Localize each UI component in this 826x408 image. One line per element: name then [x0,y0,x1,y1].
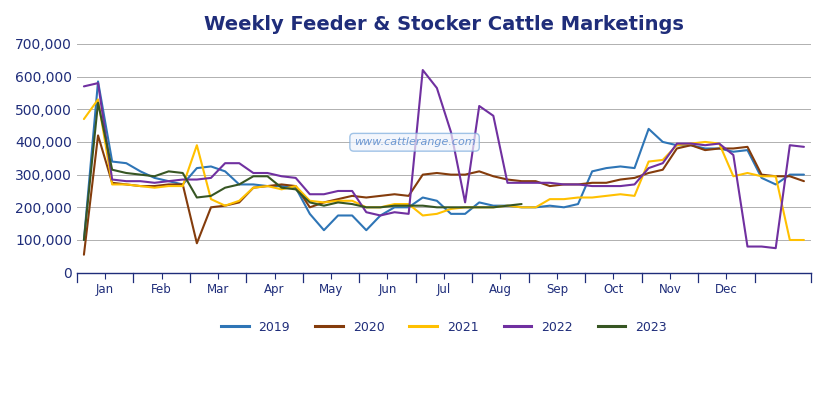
2020 [531,179,541,184]
2022 [771,246,781,251]
2019 [432,198,442,203]
2022 [432,86,442,91]
2019 [347,213,357,218]
2021 [531,205,541,210]
2022 [531,180,541,185]
2022 [474,104,484,109]
2019 [757,175,767,180]
2020 [79,252,89,257]
Text: www.cattlerange.com: www.cattlerange.com [354,137,476,147]
2019 [531,205,541,210]
2020 [432,171,442,175]
2020 [150,184,159,188]
Line: 2022: 2022 [84,70,804,248]
2021 [474,205,484,210]
2020 [93,133,103,138]
2022 [418,68,428,73]
Legend: 2019, 2020, 2021, 2022, 2023: 2019, 2020, 2021, 2022, 2023 [216,315,672,339]
2021 [785,237,795,242]
2020 [559,182,569,187]
2023 [79,237,89,242]
2023 [418,203,428,208]
2023 [333,200,343,205]
2022 [79,84,89,89]
2023 [135,172,145,177]
2019 [559,205,569,210]
2021 [93,97,103,102]
Line: 2021: 2021 [84,100,804,240]
2020 [757,172,767,177]
2021 [79,117,89,122]
2021 [150,185,159,190]
2021 [559,197,569,202]
2022 [799,144,809,149]
2019 [150,175,159,180]
2019 [799,172,809,177]
2020 [799,179,809,184]
2022 [135,179,145,184]
Line: 2019: 2019 [84,82,804,240]
2021 [799,237,809,242]
2023 [516,202,526,206]
Line: 2020: 2020 [84,135,804,255]
Title: Weekly Feeder & Stocker Cattle Marketings: Weekly Feeder & Stocker Cattle Marketing… [204,15,684,34]
2022 [559,182,569,187]
Line: 2023: 2023 [84,103,521,240]
2019 [79,237,89,242]
2019 [93,79,103,84]
2022 [333,188,343,193]
2020 [347,193,357,198]
2021 [432,211,442,216]
2021 [347,198,357,203]
